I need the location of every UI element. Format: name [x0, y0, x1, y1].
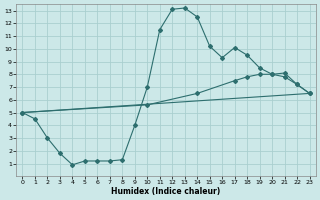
X-axis label: Humidex (Indice chaleur): Humidex (Indice chaleur)	[111, 187, 221, 196]
